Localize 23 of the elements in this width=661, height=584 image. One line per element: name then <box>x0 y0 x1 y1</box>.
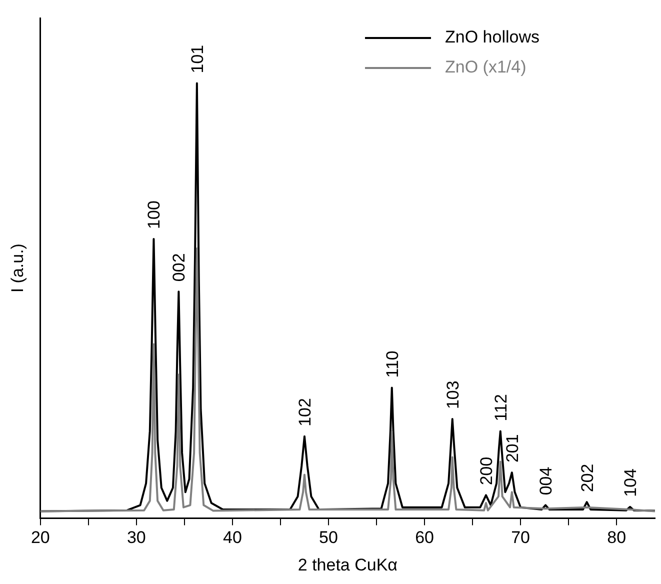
x-axis-title: 2 theta CuKα <box>298 555 398 574</box>
annotation: 202 <box>578 464 597 492</box>
annotation: 104 <box>621 468 640 497</box>
annotation: 102 <box>295 398 314 426</box>
x-tick-label: 30 <box>126 528 146 548</box>
annotation: 002 <box>170 253 189 282</box>
annotation: 103 <box>443 380 462 410</box>
annotation: 004 <box>536 466 556 496</box>
legend-label: ZnO (x1/4) <box>445 58 526 77</box>
x-tick-label: 70 <box>511 528 530 548</box>
x-tick-label: 40 <box>223 528 242 548</box>
x-tick-label: 80 <box>607 528 626 548</box>
x-tick-label: 20 <box>30 528 50 548</box>
x-tick-label: 50 <box>319 528 338 548</box>
legend-label: ZnO hollows <box>445 28 540 47</box>
annotation: 100 <box>144 200 164 229</box>
annotation: 110 <box>382 350 402 378</box>
annotation: 201 <box>502 434 522 463</box>
annotation: 112 <box>491 394 510 422</box>
annotation: 200 <box>476 456 496 486</box>
annotation: 101 <box>188 44 207 74</box>
x-tick-label: 60 <box>415 528 434 548</box>
y-axis-title: I (a.u.) <box>8 244 27 293</box>
